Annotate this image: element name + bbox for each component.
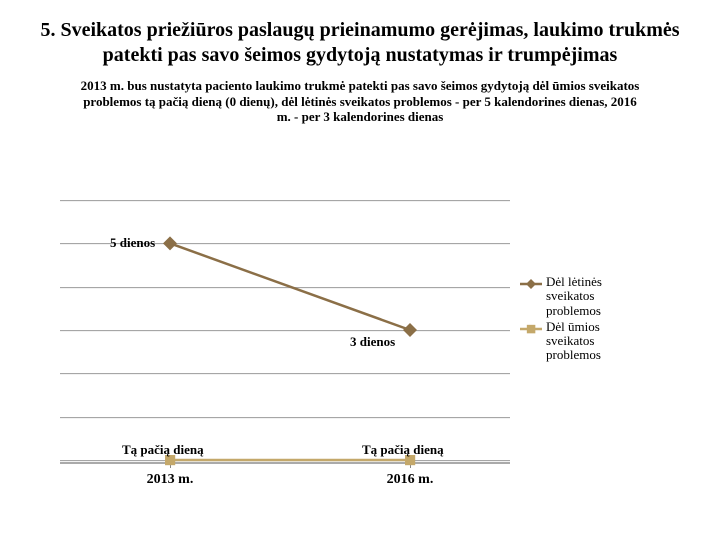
x-axis-label: 2013 m. — [120, 472, 220, 488]
legend: Dėl lėtinės sveikatos problemos Dėl ūmio… — [520, 275, 650, 365]
series-line — [60, 200, 510, 460]
legend-marker-icon — [520, 323, 542, 335]
x-axis — [60, 462, 510, 464]
chart-subtitle: 2013 m. bus nustatyta paciento laukimo t… — [80, 78, 640, 125]
chart-area: 2013 m.2016 m.5 dienos3 dienosTą pačią d… — [60, 200, 650, 460]
plot-region: 2013 m.2016 m.5 dienos3 dienosTą pačią d… — [60, 200, 510, 460]
legend-item: Dėl ūmios sveikatos problemos — [520, 320, 650, 363]
data-label: Tą pačią dieną — [122, 442, 204, 458]
legend-label: Dėl lėtinės sveikatos problemos — [546, 275, 650, 318]
x-axis-label: 2016 m. — [360, 472, 460, 488]
legend-label: Dėl ūmios sveikatos problemos — [546, 320, 650, 363]
legend-marker-icon — [520, 278, 542, 290]
slide-title: 5. Sveikatos priežiūros paslaugų prieina… — [40, 18, 680, 68]
data-label: Tą pačią dieną — [362, 442, 444, 458]
legend-item: Dėl lėtinės sveikatos problemos — [520, 275, 650, 318]
